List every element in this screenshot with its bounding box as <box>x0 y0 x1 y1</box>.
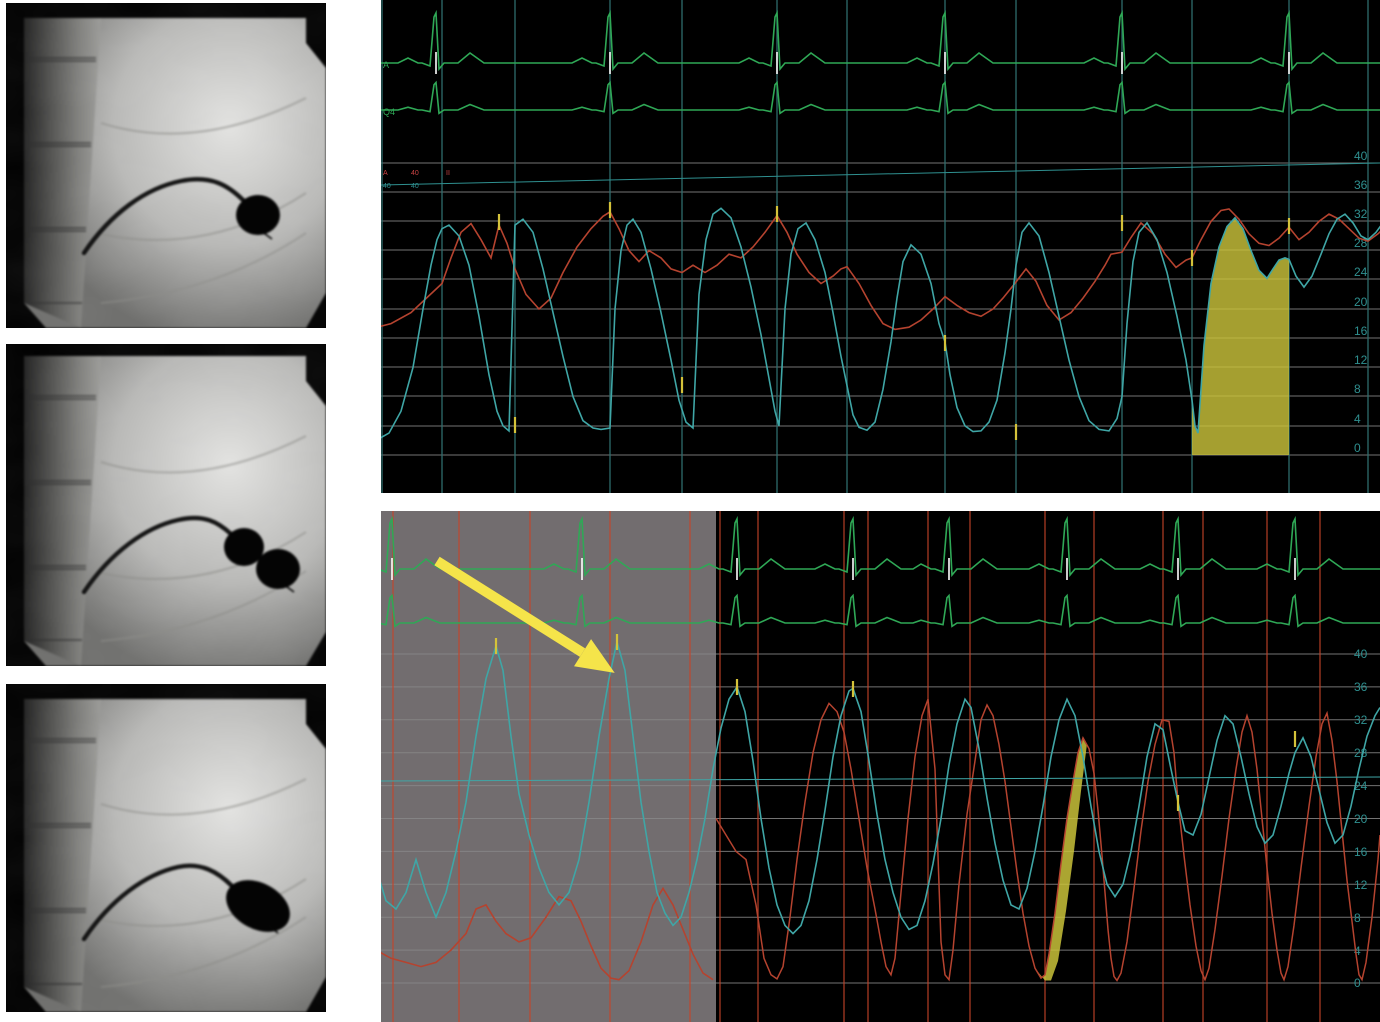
svg-text:16: 16 <box>1354 845 1368 859</box>
svg-text:40: 40 <box>1354 647 1368 661</box>
svg-text:40: 40 <box>383 183 391 190</box>
svg-text:0: 0 <box>1354 441 1361 455</box>
svg-text:4: 4 <box>1354 412 1361 426</box>
svg-text:A: A <box>383 60 389 70</box>
svg-text:40: 40 <box>411 170 419 177</box>
svg-text:II: II <box>446 170 450 177</box>
svg-text:Q4: Q4 <box>383 107 395 117</box>
svg-text:20: 20 <box>1354 295 1368 309</box>
svg-text:A: A <box>383 170 388 177</box>
svg-text:12: 12 <box>1354 353 1368 367</box>
svg-text:16: 16 <box>1354 324 1368 338</box>
svg-text:40: 40 <box>1354 149 1368 163</box>
svg-text:12: 12 <box>1354 878 1368 892</box>
svg-text:36: 36 <box>1354 178 1368 192</box>
svg-text:36: 36 <box>1354 680 1368 694</box>
svg-text:32: 32 <box>1354 207 1368 221</box>
svg-text:8: 8 <box>1354 382 1361 396</box>
svg-text:0: 0 <box>1354 976 1361 990</box>
svg-text:24: 24 <box>1354 265 1368 279</box>
svg-text:8: 8 <box>1354 911 1361 925</box>
svg-text:28: 28 <box>1354 746 1368 760</box>
svg-text:32: 32 <box>1354 713 1368 727</box>
svg-text:20: 20 <box>1354 812 1368 826</box>
